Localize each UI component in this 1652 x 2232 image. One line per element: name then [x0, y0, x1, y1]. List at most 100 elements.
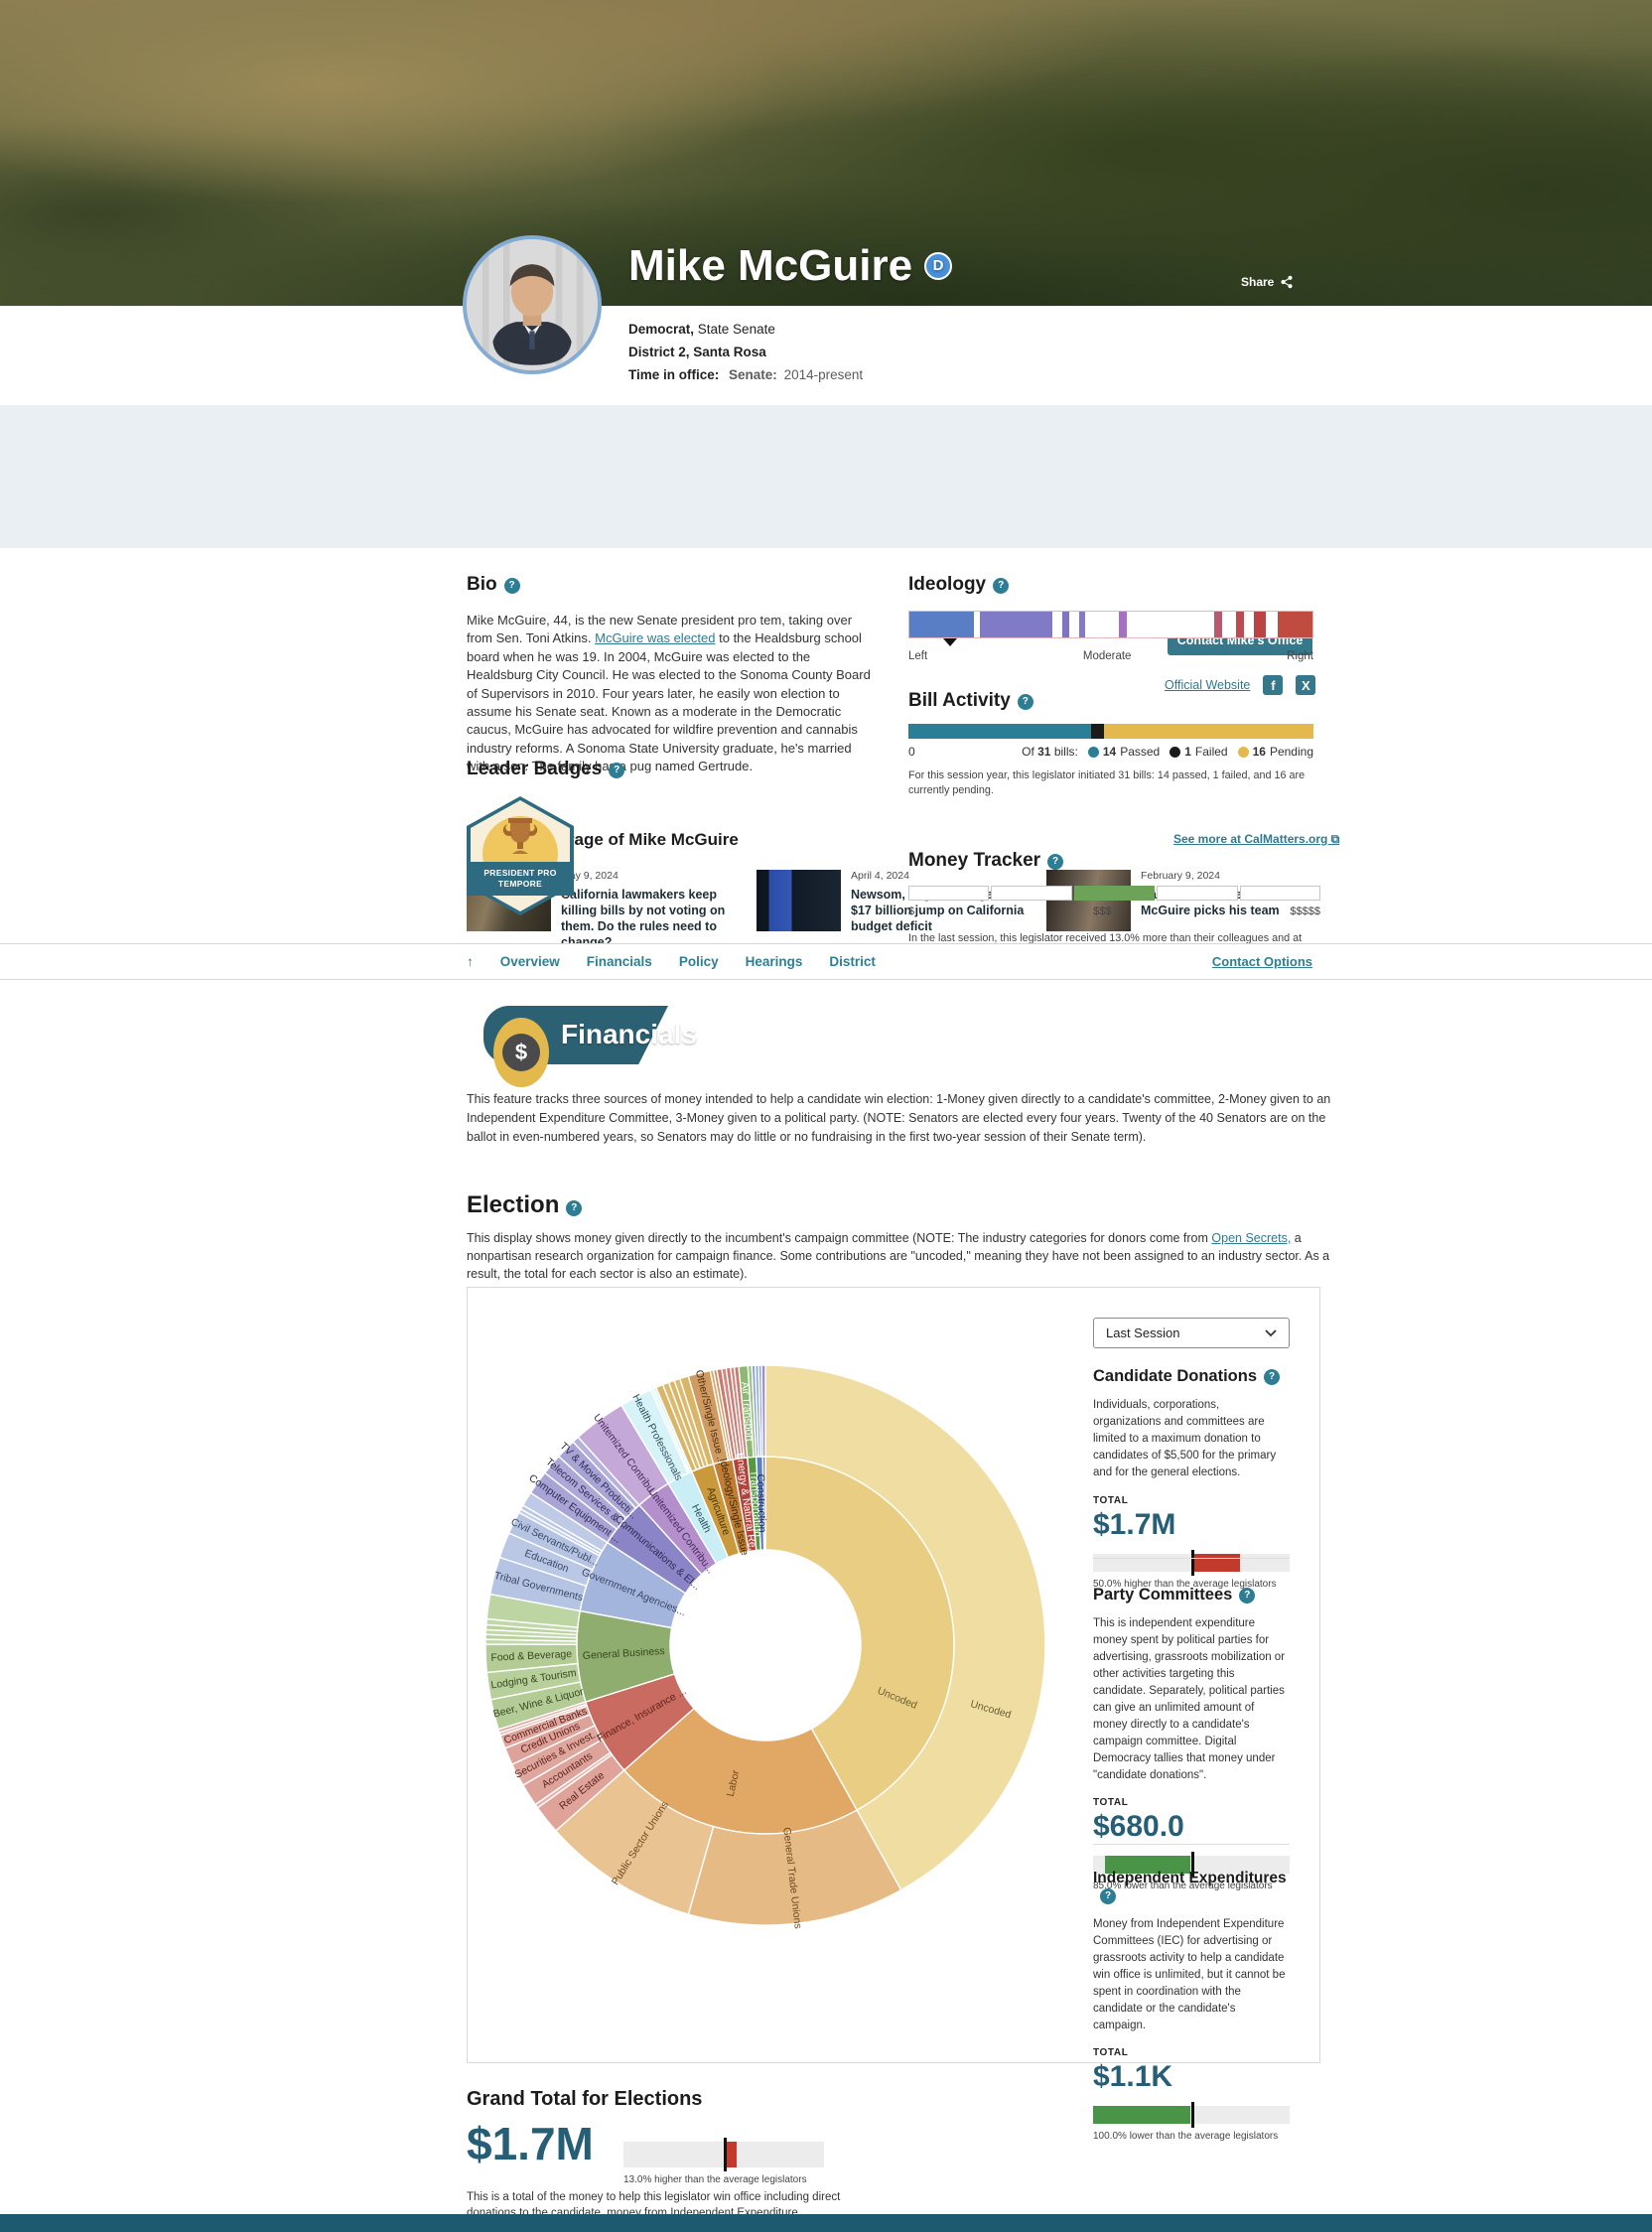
- ideology-label-moderate: Moderate: [1082, 650, 1132, 662]
- ideology-section: Ideology? Left Moderate Right: [908, 574, 1313, 662]
- scale-high: $$$$$: [1290, 906, 1320, 917]
- candidate-donations-section: Candidate Donations? Individuals, corpor…: [1093, 1367, 1290, 1590]
- help-icon[interactable]: ?: [1264, 1368, 1281, 1385]
- help-icon[interactable]: ?: [503, 577, 520, 594]
- bill-activity-caption: For this session year, this legislator i…: [908, 769, 1306, 796]
- pending-dot-icon: [1237, 746, 1249, 758]
- passed-dot-icon: [1087, 746, 1099, 758]
- bio-link[interactable]: McGuire was elected: [595, 630, 716, 646]
- bill-activity-heading: Bill Activity: [908, 690, 1011, 711]
- svg-text:Labor: Labor: [725, 1768, 743, 1797]
- open-secrets-link[interactable]: Open Secrets,: [1211, 1231, 1292, 1245]
- time-label: Time in office:: [628, 367, 720, 382]
- official-website-link[interactable]: Official Website: [1165, 678, 1251, 692]
- bill-zero-label: 0: [908, 745, 915, 759]
- leader-badges-heading: Leader Badges: [467, 759, 603, 779]
- legislator-name: Mike McGuire: [628, 241, 913, 290]
- independent-expenditures-section: Independent Expenditures? Money from Ind…: [1093, 1870, 1290, 2142]
- district-value: District 2, Santa Rosa: [628, 345, 766, 359]
- total-label: TOTAL: [1093, 2047, 1129, 2058]
- bill-legend: Of 31 bills: 14 Passed 1 Failed 16 Pending: [1022, 745, 1313, 759]
- news-headline[interactable]: California lawmakers keep killing bills …: [561, 888, 726, 949]
- dollar-sign: $: [502, 1034, 540, 1071]
- party-committees-heading: Party Committees: [1093, 1586, 1233, 1604]
- help-icon[interactable]: ?: [1100, 1887, 1116, 1904]
- party-committees-body: This is independent expenditure money sp…: [1093, 1617, 1286, 1781]
- bio-text-2: to the Healdsburg school board when he w…: [467, 630, 871, 774]
- money-tracker-scale: $ $$$ $$$$$: [908, 906, 1320, 917]
- trophy-icon: [502, 818, 538, 854]
- news-thumbnail: [1046, 870, 1131, 931]
- portrait-illustration: [467, 239, 598, 370]
- divider: [1093, 1558, 1290, 1559]
- party-committees-bar: [1093, 1852, 1290, 1878]
- tab-financials[interactable]: Financials: [586, 954, 652, 969]
- candidate-donations-bar: [1093, 1550, 1290, 1576]
- contact-options-link[interactable]: Contact Options: [1211, 954, 1312, 969]
- svg-text:Construction: Construction: [755, 1473, 768, 1532]
- grand-total-caption: 13.0% higher than the average legislator…: [623, 2174, 807, 2185]
- legend-item-failed: 1 Failed: [1170, 745, 1228, 759]
- ideology-label-right: Right: [1287, 650, 1313, 662]
- help-icon[interactable]: ?: [609, 762, 625, 778]
- election-finance-card: Uncoded Labor Finance, Insurance ... Genera…: [467, 1287, 1320, 2142]
- financials-banner-title: Financials: [561, 1019, 697, 1049]
- money-tracker-bar: [908, 886, 1321, 901]
- svg-text:General Business: General Business: [583, 1645, 665, 1662]
- ideology-heading: Ideology: [908, 574, 987, 595]
- footer-bar: [0, 2214, 1652, 2232]
- grand-total-value: $1.7M: [467, 2118, 594, 2169]
- nav-items: ↑ Overview Financials Policy Hearings Di…: [467, 944, 876, 979]
- see-more-link[interactable]: See more at CalMatters.org ⧉: [1173, 832, 1340, 846]
- bill-activity-bar: [908, 724, 1313, 739]
- bill-activity-section: Bill Activity? 0 Of 31 bills: 14 Passed 1…: [908, 690, 1313, 798]
- president-pro-tempore-badge: PRESIDENT PRO TEMPORE: [467, 796, 574, 915]
- share-label: Share: [1241, 275, 1275, 289]
- chevron-down-icon: [1265, 1328, 1277, 1336]
- legend-item-pending: 16 Pending: [1237, 745, 1313, 759]
- tab-overview[interactable]: Overview: [499, 954, 560, 969]
- avatar: [463, 235, 602, 374]
- tab-policy[interactable]: Policy: [678, 954, 719, 969]
- failed-dot-icon: [1170, 746, 1181, 758]
- bill-legend-prefix: Of 31 bills:: [1022, 745, 1078, 759]
- party-badge: D: [924, 251, 953, 280]
- svg-text:Transportation: Transportation: [748, 1469, 764, 1537]
- hero-landscape-image: [0, 0, 1652, 306]
- news-coverage-section: News coverage of Mike McGuire See more a…: [0, 405, 1652, 949]
- session-dropdown-value: Last Session: [1106, 1325, 1180, 1340]
- chamber-name: State Senate: [694, 322, 775, 337]
- x-icon[interactable]: X: [1296, 675, 1316, 695]
- grand-total-heading: Grand Total for Elections: [467, 2088, 703, 2110]
- section-navbar: ↑ Overview Financials Policy Hearings Di…: [0, 943, 1652, 980]
- independent-expenditures-body: Money from Independent Expenditure Commi…: [1093, 1918, 1286, 2031]
- svg-text:Food & Beverage: Food & Beverage: [490, 1648, 572, 1664]
- help-icon[interactable]: ?: [1017, 693, 1033, 710]
- ideology-label-left: Left: [908, 650, 928, 662]
- session-dropdown[interactable]: Last Session: [1093, 1318, 1290, 1348]
- bio-heading: Bio: [467, 574, 497, 595]
- facebook-icon[interactable]: f: [1263, 675, 1284, 695]
- senate-value: 2014-present: [783, 367, 864, 382]
- divider: [1093, 1844, 1290, 1845]
- party-committees-section: Party Committees? This is independent ex…: [1093, 1586, 1290, 1891]
- candidate-donations-body: Individuals, corporations, organizations…: [1093, 1399, 1277, 1478]
- help-icon[interactable]: ?: [1239, 1587, 1256, 1604]
- independent-expenditures-heading: Independent Expenditures: [1093, 1870, 1287, 1886]
- party-name: Democrat,: [628, 322, 695, 337]
- district-line: District 2, Santa Rosa: [628, 345, 766, 359]
- tab-hearings[interactable]: Hearings: [745, 954, 803, 969]
- help-icon[interactable]: ?: [566, 1199, 583, 1216]
- scroll-top-arrow-icon[interactable]: ↑: [467, 954, 474, 969]
- scale-mid: $$$: [1093, 906, 1112, 917]
- independent-expenditures-total: $1.1K: [1093, 2060, 1173, 2093]
- tab-district[interactable]: District: [829, 954, 876, 969]
- total-label: TOTAL: [1093, 1495, 1129, 1506]
- candidate-donations-total: $1.7M: [1093, 1508, 1176, 1541]
- news-date: February 9, 2024: [1141, 870, 1220, 882]
- share-button[interactable]: Share: [1241, 275, 1294, 289]
- help-icon[interactable]: ?: [993, 577, 1010, 594]
- help-icon[interactable]: ?: [1047, 853, 1064, 870]
